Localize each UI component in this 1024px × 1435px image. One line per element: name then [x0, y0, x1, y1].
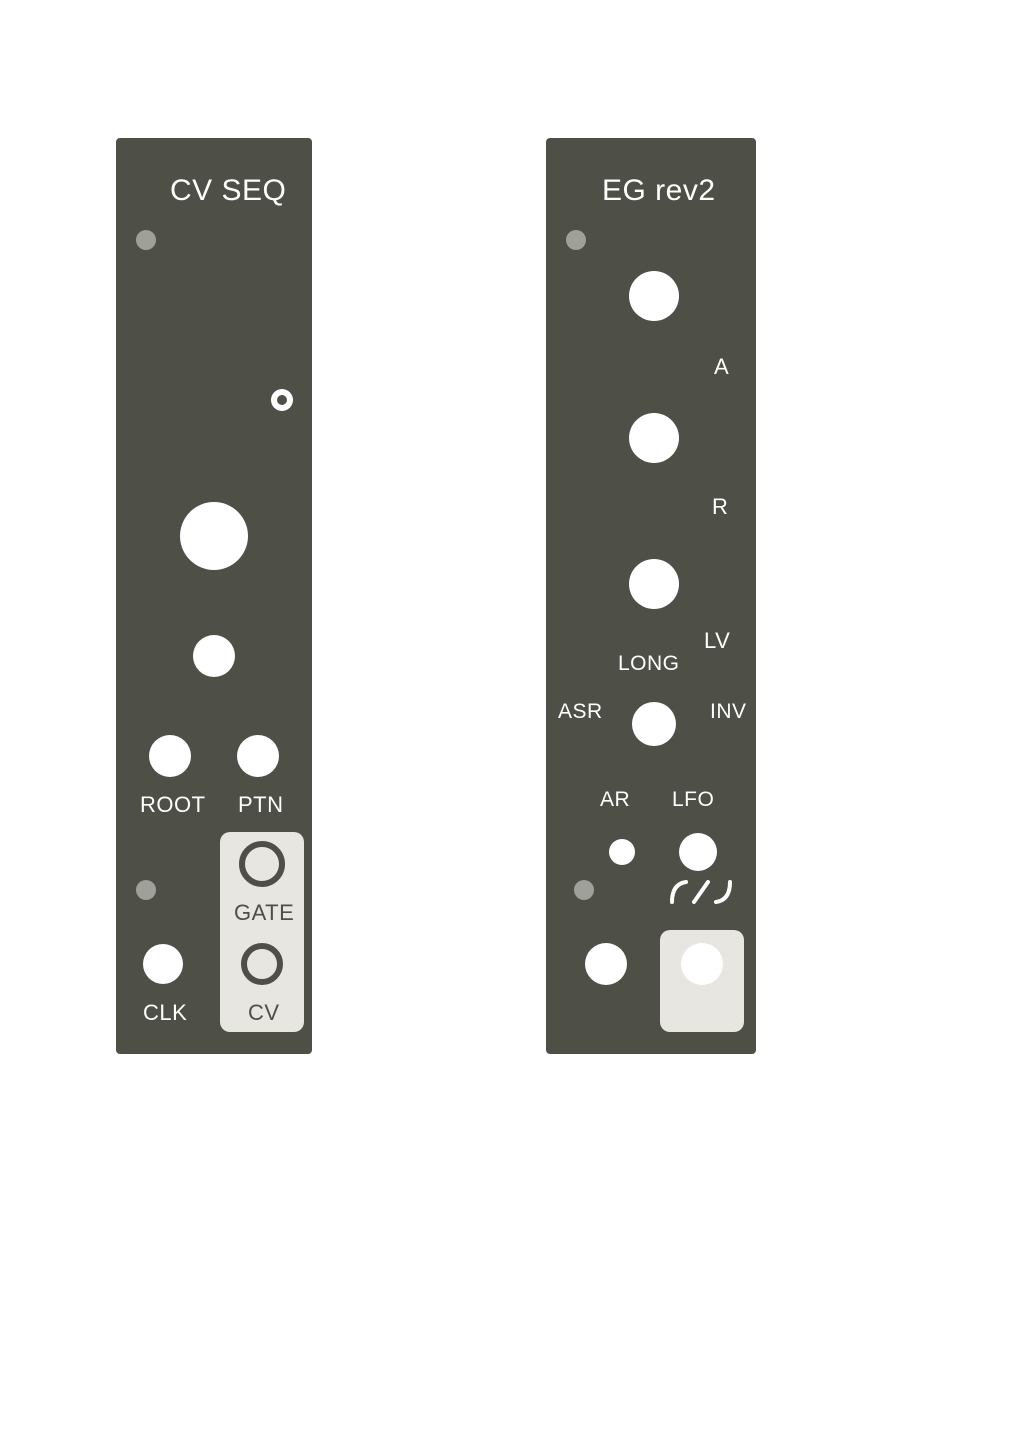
- gate-cv-box: GATE CV: [220, 832, 304, 1032]
- asr-label: ASR: [558, 700, 603, 724]
- panel-eg-rev2: EG rev2 A R LV LONG ASR INV AR LFO: [546, 138, 756, 1054]
- led-top: [136, 230, 156, 250]
- long-label: LONG: [618, 652, 680, 676]
- panel-cv-seq: CV SEQ ROOT PTN CLK GATE CV: [116, 138, 312, 1054]
- ar-label: AR: [600, 788, 630, 812]
- led-clk: [136, 880, 156, 900]
- big-knob[interactable]: [180, 502, 248, 570]
- lv-knob[interactable]: [629, 559, 679, 609]
- cv-jack[interactable]: [241, 943, 283, 985]
- trg-jack[interactable]: [585, 943, 627, 985]
- led-top: [566, 230, 586, 250]
- curve-knob[interactable]: [679, 833, 717, 871]
- small-pot[interactable]: [271, 389, 293, 411]
- out-jack[interactable]: [681, 943, 723, 985]
- small-dot: [609, 839, 635, 865]
- title-eg-rev2: EG rev2: [602, 174, 716, 208]
- gate-label: GATE: [234, 900, 294, 926]
- root-label: ROOT: [140, 792, 206, 818]
- mid-knob[interactable]: [193, 635, 235, 677]
- mode-switch[interactable]: [632, 702, 676, 746]
- cv-label: CV: [248, 1000, 280, 1026]
- clk-jack[interactable]: [143, 944, 183, 984]
- clk-label: CLK: [143, 1000, 187, 1026]
- curve-icons: [670, 880, 732, 904]
- ptn-label: PTN: [238, 792, 284, 818]
- led-trg: [574, 880, 594, 900]
- out-box: [660, 930, 744, 1032]
- lfo-label: LFO: [672, 788, 714, 812]
- inv-label: INV: [710, 700, 747, 724]
- r-label: R: [712, 494, 728, 520]
- lv-label: LV: [704, 628, 730, 654]
- a-knob[interactable]: [629, 271, 679, 321]
- ptn-knob[interactable]: [237, 735, 279, 777]
- gate-jack[interactable]: [239, 841, 285, 887]
- a-label: A: [714, 354, 729, 380]
- title-cv-seq: CV SEQ: [170, 174, 286, 208]
- r-knob[interactable]: [629, 413, 679, 463]
- root-knob[interactable]: [149, 735, 191, 777]
